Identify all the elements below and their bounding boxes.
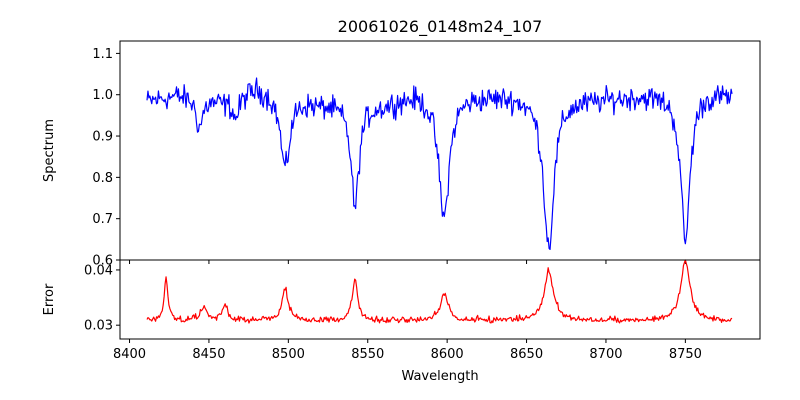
x-tick-label: 8650	[510, 347, 543, 362]
error-axes: 8400 8450 8500 8550 8600 8650 8700 8750 0.03 0.04…	[42, 259, 761, 384]
spectrum-series-line	[146, 77, 733, 251]
error-y-axis-label: Error	[42, 283, 57, 315]
spectrum-y-axis-label: Spectrum	[42, 119, 57, 182]
y-tick-label: 0.7	[92, 212, 113, 227]
y-tick-label: 0.6	[92, 254, 113, 269]
y-tick-label: 0.03	[84, 319, 113, 334]
x-axis-label: Wavelength	[401, 369, 478, 384]
x-tick-label: 8550	[351, 347, 384, 362]
x-tick-label: 8500	[272, 347, 305, 362]
y-tick-label: 0.04	[84, 263, 113, 278]
spectrum-series-group	[146, 77, 733, 251]
y-tick-label: 0.9	[92, 130, 113, 145]
error-series-group	[146, 259, 733, 324]
y-tick-label: 1.0	[92, 88, 113, 103]
error-plot-frame	[119, 259, 761, 340]
spectrum-axes: 0.6 0.7 0.8 0.9 1.0 1.1 Spectrum	[42, 40, 761, 269]
error-series-line	[146, 259, 733, 324]
x-tick-label: 8600	[431, 347, 464, 362]
x-tick-label: 8450	[192, 347, 225, 362]
chart-title: 20061026_0148m24_107	[338, 17, 543, 37]
error-ticks: 8400 8450 8500 8550 8600 8650 8700 8750 0.03 0.04	[84, 263, 702, 362]
y-tick-label: 0.8	[92, 171, 113, 186]
x-tick-label: 8400	[113, 347, 146, 362]
x-tick-label: 8750	[669, 347, 702, 362]
spectrum-ticks: 0.6 0.7 0.8 0.9 1.0 1.1	[92, 47, 686, 269]
x-tick-label: 8700	[589, 347, 622, 362]
y-tick-label: 1.1	[92, 47, 113, 62]
spectrum-plot-frame	[119, 40, 761, 261]
